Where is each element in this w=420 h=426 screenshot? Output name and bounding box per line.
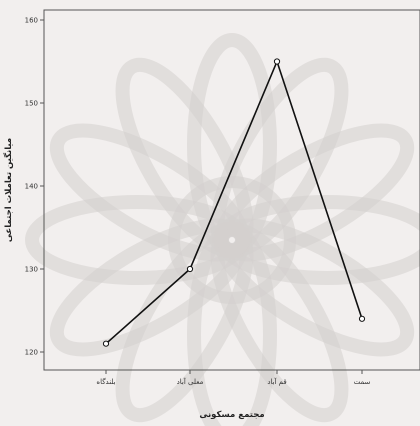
data-point: [358, 315, 366, 322]
data-point: [102, 340, 110, 347]
series-line: [102, 58, 366, 347]
x-tick-label: بلندگاه: [96, 377, 115, 386]
y-tick-label: 120: [25, 349, 38, 357]
y-tick-label: 140: [25, 183, 38, 191]
x-tick-label: سمت: [354, 378, 371, 386]
y-tick-label: 150: [25, 100, 38, 108]
y-tick-label: 130: [25, 266, 38, 274]
x-axis-label: مجتمع مسکونی: [199, 410, 264, 420]
data-point: [273, 58, 281, 65]
x-tick-label: قم آباد: [267, 377, 286, 386]
y-axis-label: میانگین تعاملات اجتماعی: [3, 138, 14, 242]
y-tick-label: 160: [25, 17, 38, 25]
watermark-petal: [115, 57, 254, 258]
y-axis: 120 130 140 150 160: [25, 17, 44, 357]
watermark-rosette: [25, 33, 420, 426]
x-tick-label: معلی آباد: [177, 377, 204, 386]
x-axis: بلندگاه معلی آباد قم آباد سمت: [96, 370, 371, 386]
plot-area: [43, 9, 420, 371]
data-point: [186, 265, 194, 273]
series-path: [105, 59, 363, 345]
watermark-ring: [168, 176, 296, 304]
